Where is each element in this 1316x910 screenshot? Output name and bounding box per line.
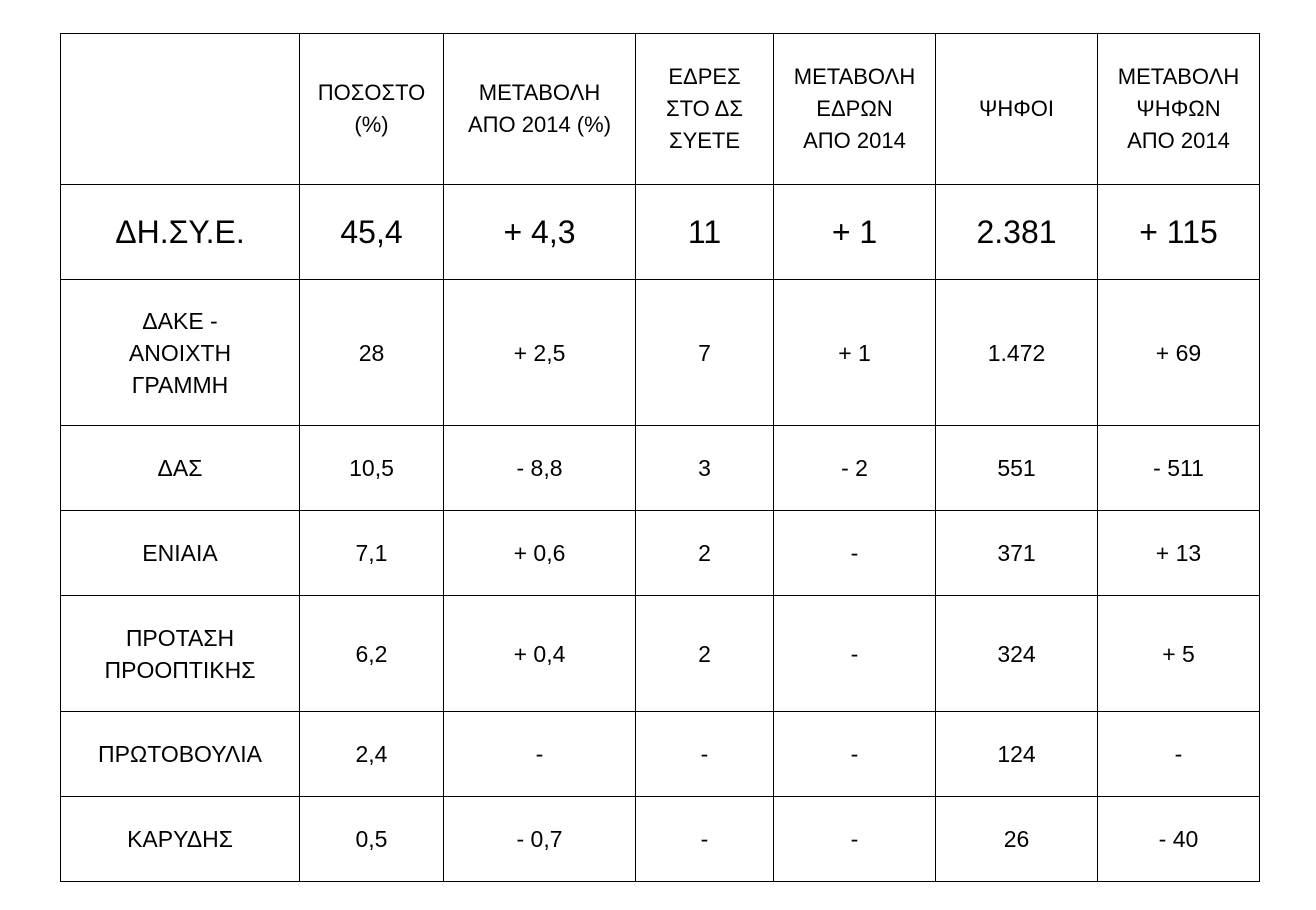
table-cell: - 2 <box>773 425 936 511</box>
table-cell: + 0,4 <box>443 595 636 712</box>
table-cell: ΕΝΙΑΙΑ <box>60 510 300 596</box>
table-cell: 3 <box>635 425 774 511</box>
table-cell: - <box>773 510 936 596</box>
table-row: ΠΡΟΤΑΣΗ ΠΡΟΟΠΤΙΚΗΣ 6,2 + 0,4 2 - 324 + 5 <box>60 595 1260 712</box>
total-row: ΔΗ.ΣΥ.Ε. 45,4 + 4,3 11 + 1 2.381 + 115 <box>60 184 1260 280</box>
table-cell: 324 <box>935 595 1098 712</box>
table-cell: ΔΑΣ <box>60 425 300 511</box>
table-cell: 2 <box>635 510 774 596</box>
total-cell-change-votes: + 115 <box>1097 184 1260 280</box>
table-cell: - <box>773 595 936 712</box>
table-cell: ΠΡΟΤΑΣΗ ΠΡΟΟΠΤΙΚΗΣ <box>60 595 300 712</box>
table-cell: 1.472 <box>935 279 1098 426</box>
table-cell: 124 <box>935 711 1098 797</box>
table-cell: + 0,6 <box>443 510 636 596</box>
total-cell-seats: 11 <box>635 184 774 280</box>
table-cell: ΔΑΚΕ - ΑΝΟΙΧΤΗ ΓΡΑΜΜΗ <box>60 279 300 426</box>
table-cell: 2,4 <box>299 711 444 797</box>
table-cell: + 5 <box>1097 595 1260 712</box>
table-cell: - 511 <box>1097 425 1260 511</box>
results-table: ΠΟΣΟΣΤΟ (%) ΜΕΤΑΒΟΛΗ ΑΠΟ 2014 (%) ΕΔΡΕΣ … <box>60 33 1260 882</box>
header-cell-change-votes: ΜΕΤΑΒΟΛΗ ΨΗΦΩΝ ΑΠΟ 2014 <box>1097 33 1260 185</box>
table-cell: - <box>773 711 936 797</box>
total-cell-votes: 2.381 <box>935 184 1098 280</box>
table-cell: 0,5 <box>299 796 444 882</box>
table-cell: ΠΡΩΤΟΒΟΥΛΙΑ <box>60 711 300 797</box>
table-cell: 7 <box>635 279 774 426</box>
table-cell: 10,5 <box>299 425 444 511</box>
table-row: ΔΑΣ 10,5 - 8,8 3 - 2 551 - 511 <box>60 425 1260 511</box>
table-cell: - <box>443 711 636 797</box>
total-cell-change-percentage: + 4,3 <box>443 184 636 280</box>
table-cell: - 8,8 <box>443 425 636 511</box>
header-cell-votes: ΨΗΦΟΙ <box>935 33 1098 185</box>
header-cell-blank <box>60 33 300 185</box>
table-cell: 2 <box>635 595 774 712</box>
table-cell: 28 <box>299 279 444 426</box>
table-cell: - <box>635 711 774 797</box>
table-cell: + 13 <box>1097 510 1260 596</box>
table-cell: - <box>773 796 936 882</box>
total-cell-percentage: 45,4 <box>299 184 444 280</box>
table-cell: - <box>635 796 774 882</box>
header-cell-change-percentage: ΜΕΤΑΒΟΛΗ ΑΠΟ 2014 (%) <box>443 33 636 185</box>
table-cell: 26 <box>935 796 1098 882</box>
header-cell-change-seats: ΜΕΤΑΒΟΛΗ ΕΔΡΩΝ ΑΠΟ 2014 <box>773 33 936 185</box>
table-row: ΕΝΙΑΙΑ 7,1 + 0,6 2 - 371 + 13 <box>60 510 1260 596</box>
table-row: ΚΑΡΥΔΗΣ 0,5 - 0,7 - - 26 - 40 <box>60 796 1260 882</box>
header-cell-percentage: ΠΟΣΟΣΤΟ (%) <box>299 33 444 185</box>
table-cell: 6,2 <box>299 595 444 712</box>
table-cell: + 2,5 <box>443 279 636 426</box>
table-cell: + 69 <box>1097 279 1260 426</box>
table-cell: - 0,7 <box>443 796 636 882</box>
table-cell: + 1 <box>773 279 936 426</box>
table-cell: - 40 <box>1097 796 1260 882</box>
header-cell-seats: ΕΔΡΕΣ ΣΤΟ ΔΣ ΣΥΕΤΕ <box>635 33 774 185</box>
total-cell-change-seats: + 1 <box>773 184 936 280</box>
table-cell: - <box>1097 711 1260 797</box>
table-cell: 7,1 <box>299 510 444 596</box>
table-row: ΠΡΩΤΟΒΟΥΛΙΑ 2,4 - - - 124 - <box>60 711 1260 797</box>
table-cell: ΚΑΡΥΔΗΣ <box>60 796 300 882</box>
table-row: ΔΑΚΕ - ΑΝΟΙΧΤΗ ΓΡΑΜΜΗ 28 + 2,5 7 + 1 1.4… <box>60 279 1260 426</box>
table-cell: 551 <box>935 425 1098 511</box>
header-row: ΠΟΣΟΣΤΟ (%) ΜΕΤΑΒΟΛΗ ΑΠΟ 2014 (%) ΕΔΡΕΣ … <box>60 33 1260 185</box>
total-cell-name: ΔΗ.ΣΥ.Ε. <box>60 184 300 280</box>
table-cell: 371 <box>935 510 1098 596</box>
